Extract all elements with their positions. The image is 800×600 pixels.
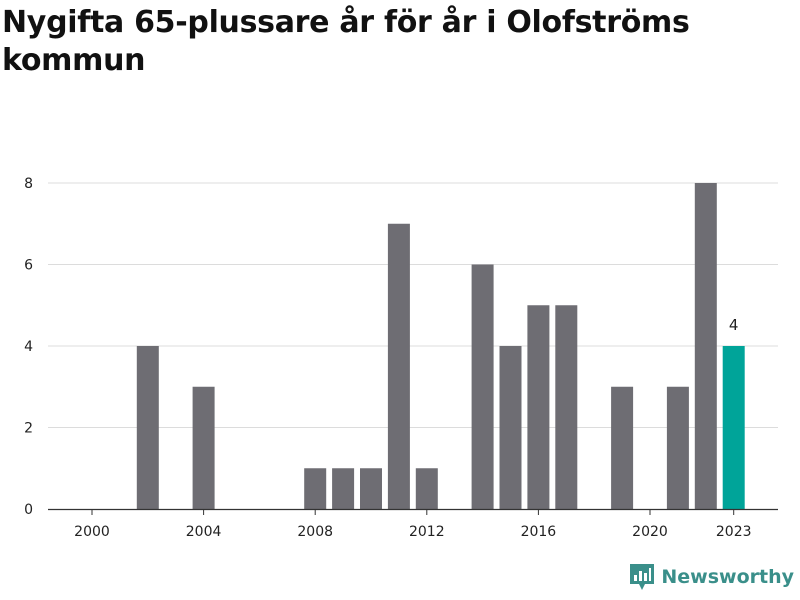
y-axis-ticks: 0 2 4 6 8	[24, 176, 33, 518]
newsworthy-logo-icon	[630, 564, 655, 590]
bar-2019	[611, 386, 634, 509]
bar-2010	[360, 468, 382, 509]
bar-2016	[527, 305, 550, 509]
bar-2008	[304, 468, 327, 509]
grid-lines	[48, 182, 778, 428]
brand-logo: Newsworthy	[629, 563, 794, 591]
bar-2022	[694, 183, 717, 509]
bar-2014	[471, 264, 494, 509]
y-tick-label: 0	[24, 502, 33, 518]
bar-2011	[387, 223, 410, 509]
bars	[136, 183, 745, 509]
x-tick-label: 2020	[632, 524, 668, 540]
x-tick-label: 2008	[297, 524, 333, 540]
x-tick-label: 2000	[74, 524, 110, 540]
chart-title: Nygifta 65-plussare år för år i Olofströ…	[2, 5, 690, 78]
bar-2023	[722, 346, 745, 509]
bar-2012	[415, 468, 438, 509]
x-tick-label: 2004	[186, 524, 222, 540]
bar-2015	[499, 346, 522, 509]
x-axis: 2000 2004 2008 2012 2016 2020 2023	[48, 508, 778, 540]
x-tick-label: 2023	[716, 524, 752, 540]
bar-2004	[192, 386, 215, 509]
bar-2002	[136, 346, 159, 509]
y-tick-label: 2	[24, 421, 33, 437]
x-tick-label: 2012	[409, 524, 445, 540]
brand-name: Newsworthy	[661, 566, 794, 588]
bar-2017	[555, 305, 578, 509]
bar-2021	[666, 386, 689, 509]
bar-2009	[332, 468, 355, 509]
y-tick-label: 4	[24, 339, 33, 355]
y-tick-label: 6	[24, 258, 33, 274]
data-labels: 4	[729, 316, 739, 334]
y-tick-label: 8	[24, 176, 33, 192]
data-label-2023: 4	[729, 316, 739, 334]
x-tick-label: 2016	[521, 524, 557, 540]
